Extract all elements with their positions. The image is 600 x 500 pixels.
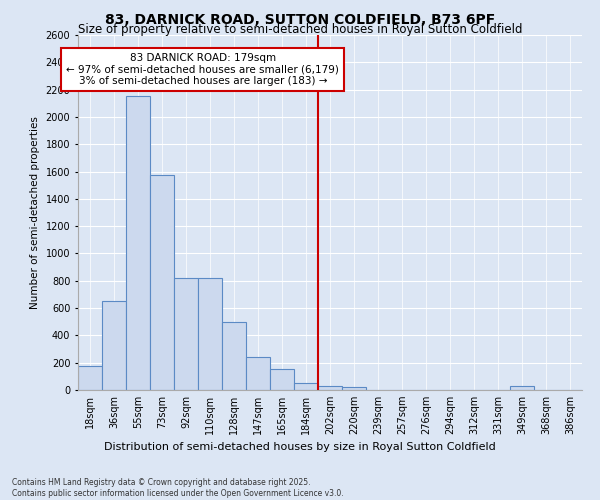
Bar xyxy=(78,366,102,390)
Bar xyxy=(174,278,198,390)
Y-axis label: Number of semi-detached properties: Number of semi-detached properties xyxy=(30,116,40,309)
Bar xyxy=(246,357,270,390)
Bar xyxy=(342,386,366,390)
Bar xyxy=(102,301,126,390)
Text: Contains HM Land Registry data © Crown copyright and database right 2025.
Contai: Contains HM Land Registry data © Crown c… xyxy=(12,478,344,498)
Bar xyxy=(126,96,150,390)
Bar xyxy=(294,383,318,390)
Text: Distribution of semi-detached houses by size in Royal Sutton Coldfield: Distribution of semi-detached houses by … xyxy=(104,442,496,452)
Bar xyxy=(222,322,246,390)
Text: 83, DARNICK ROAD, SUTTON COLDFIELD, B73 6PF: 83, DARNICK ROAD, SUTTON COLDFIELD, B73 … xyxy=(105,12,495,26)
Text: Size of property relative to semi-detached houses in Royal Sutton Coldfield: Size of property relative to semi-detach… xyxy=(78,22,522,36)
Bar xyxy=(198,278,222,390)
Bar xyxy=(510,386,534,390)
Bar xyxy=(318,386,342,390)
Text: 83 DARNICK ROAD: 179sqm
← 97% of semi-detached houses are smaller (6,179)
3% of : 83 DARNICK ROAD: 179sqm ← 97% of semi-de… xyxy=(67,53,339,86)
Bar xyxy=(270,369,294,390)
Bar xyxy=(150,175,174,390)
